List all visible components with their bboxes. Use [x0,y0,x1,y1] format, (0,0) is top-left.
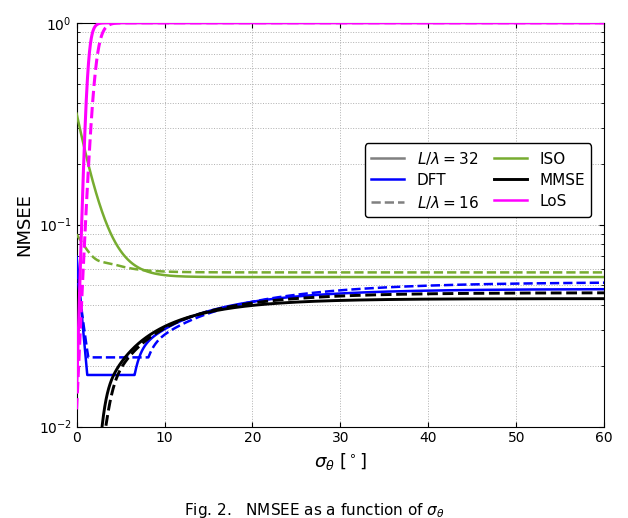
Legend: $L/\lambda = 32$, DFT, $L/\lambda = 16$, ISO, MMSE, LoS: $L/\lambda = 32$, DFT, $L/\lambda = 16$,… [365,143,592,217]
X-axis label: $\sigma_\theta$ $[^\circ]$: $\sigma_\theta$ $[^\circ]$ [314,451,367,472]
Y-axis label: NMSEE: NMSEE [15,193,33,256]
Text: Fig. 2.   NMSEE as a function of $\sigma_\theta$: Fig. 2. NMSEE as a function of $\sigma_\… [183,501,445,518]
